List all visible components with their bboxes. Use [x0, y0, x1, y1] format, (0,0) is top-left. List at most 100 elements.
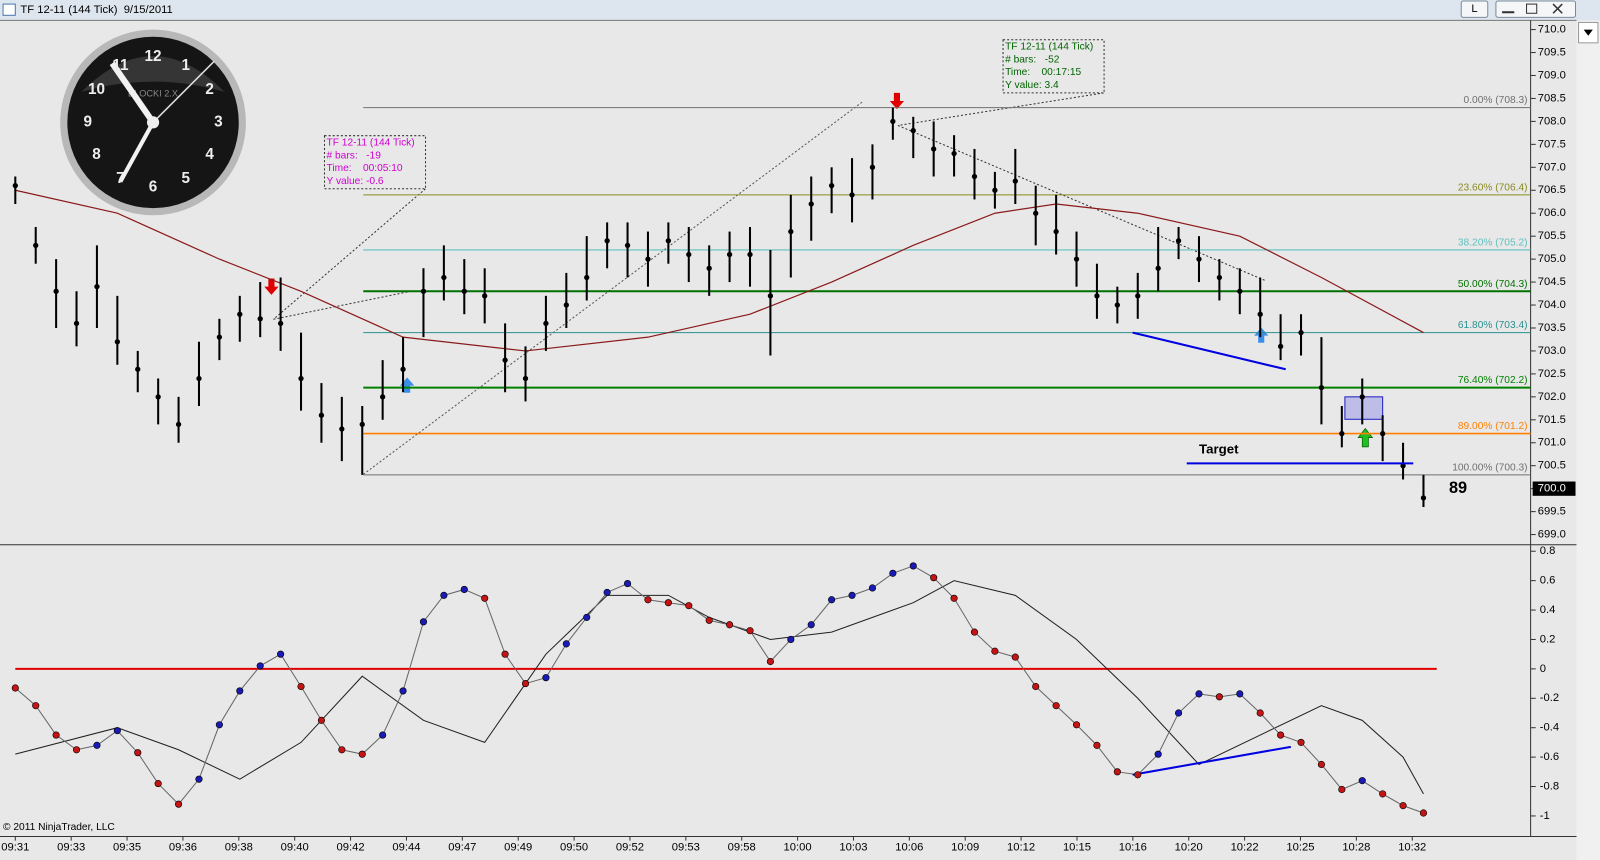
- close-dot: [910, 127, 916, 134]
- close-dot: [94, 284, 100, 290]
- oscillator-dot: [1175, 709, 1183, 717]
- close-dot: [543, 320, 549, 327]
- y-tick-label: 700.5: [1538, 460, 1566, 472]
- close-button[interactable]: [1552, 3, 1563, 14]
- layout-button[interactable]: [1460, 0, 1489, 18]
- oscillator-dot: [236, 687, 244, 695]
- close-dot: [1318, 385, 1325, 391]
- close-dot: [767, 293, 774, 299]
- close-dot: [522, 375, 529, 382]
- maximize-button[interactable]: [1526, 3, 1538, 14]
- clock-hand: [118, 121, 155, 183]
- oscillator-dot: [154, 780, 162, 788]
- close-dot: [1114, 302, 1120, 308]
- y-tick-label: 706.5: [1538, 184, 1566, 196]
- close-dot: [114, 339, 120, 345]
- close-dot: [257, 316, 263, 322]
- trend-line: [1132, 745, 1291, 776]
- close-dot: [1012, 178, 1018, 184]
- scrollbar: [1576, 20, 1600, 860]
- oscillator-dot: [1399, 802, 1407, 810]
- oscillator-dot: [1297, 738, 1305, 746]
- close-dot: [1420, 495, 1427, 501]
- oscillator-dot: [175, 800, 183, 808]
- close-dot: [380, 394, 386, 400]
- y-tick-label: 0.4: [1540, 604, 1556, 616]
- close-dot: [869, 164, 876, 170]
- close-dot: [400, 366, 406, 372]
- close-dot: [1073, 256, 1080, 262]
- close-dot: [726, 251, 733, 258]
- oscillator-dot: [256, 662, 264, 670]
- measure-text: Time: 00:05:10: [327, 163, 403, 174]
- close-dot: [1094, 293, 1100, 299]
- close-dot: [175, 421, 182, 428]
- y-tick-label: 705.5: [1538, 230, 1566, 242]
- oscillator-dot: [277, 650, 285, 658]
- close-dot: [706, 265, 712, 271]
- oscillator-dot: [1358, 777, 1366, 785]
- close-dot: [992, 187, 998, 193]
- x-tick-label: 09:42: [337, 842, 365, 854]
- oscillator-dot: [1236, 690, 1244, 698]
- close-dot: [237, 311, 243, 317]
- oscillator-dot: [930, 574, 938, 582]
- y-tick-label: 703.5: [1538, 322, 1566, 334]
- y-tick-label: 704.0: [1538, 299, 1566, 311]
- fib-label: 23.60% (706.4): [1458, 182, 1528, 193]
- y-tick-label: 707.5: [1538, 138, 1566, 150]
- close-dot: [196, 375, 202, 382]
- x-tick-label: 09:33: [57, 842, 85, 854]
- close-dot: [665, 238, 672, 244]
- oscillator-dot: [1032, 682, 1040, 691]
- oscillator-dot: [460, 585, 468, 594]
- y-tick-label: 0.6: [1540, 575, 1556, 587]
- oscillator-dot: [1011, 653, 1019, 661]
- x-tick-label: 09:38: [225, 842, 253, 854]
- measure-text: Y value: 3.4: [1005, 80, 1059, 91]
- y-tick-label: 702.0: [1538, 391, 1566, 403]
- oscillator-dot: [440, 591, 448, 599]
- y-tick-label: -0.8: [1540, 781, 1559, 793]
- x-tick-label: 10:12: [1007, 842, 1035, 854]
- copyright: © 2011 NinjaTrader, LLC: [3, 822, 115, 833]
- oscillator-dot: [1195, 690, 1203, 698]
- oscillator-dot: [746, 627, 754, 635]
- oscillator-dot: [1154, 750, 1162, 758]
- close-dot: [624, 242, 631, 249]
- oscillator-dot: [1379, 790, 1387, 798]
- x-tick-label: 09:31: [1, 842, 29, 854]
- close-dot: [808, 201, 814, 207]
- oscillator-dot: [1256, 709, 1264, 717]
- oscillator-dot: [32, 702, 40, 710]
- oscillator-dot: [562, 640, 570, 648]
- oscillator-dot: [338, 746, 346, 754]
- oscillator-dot: [521, 680, 530, 688]
- close-dot: [1155, 265, 1161, 271]
- oscillator-dot: [1072, 721, 1081, 729]
- measure-text: Y value: -0.6: [327, 176, 384, 187]
- y-tick-label: 710.0: [1538, 24, 1566, 36]
- window-controls: [1495, 0, 1577, 18]
- close-dot: [12, 183, 18, 189]
- close-dot: [339, 426, 345, 432]
- close-dot: [788, 228, 794, 235]
- app-icon: [2, 3, 16, 16]
- layout-button-label[interactable]: L: [1471, 3, 1477, 15]
- oscillator-dot: [705, 616, 713, 624]
- y-tick-label: 0.8: [1540, 545, 1556, 557]
- measure-text: Time: 00:17:15: [1005, 67, 1081, 78]
- close-dot: [1257, 311, 1263, 317]
- x-tick-label: 10:09: [951, 842, 979, 854]
- close-dot: [318, 412, 325, 418]
- clock-numeral: 11: [112, 57, 129, 74]
- close-dot: [604, 238, 610, 244]
- y-tick-label: -0.2: [1540, 692, 1559, 704]
- oscillator-dot: [991, 647, 999, 655]
- target-label: Target: [1199, 441, 1239, 456]
- y-tick-label: 699.5: [1538, 506, 1566, 518]
- buy-arrow: [400, 377, 415, 393]
- clock-numeral: 9: [83, 113, 92, 130]
